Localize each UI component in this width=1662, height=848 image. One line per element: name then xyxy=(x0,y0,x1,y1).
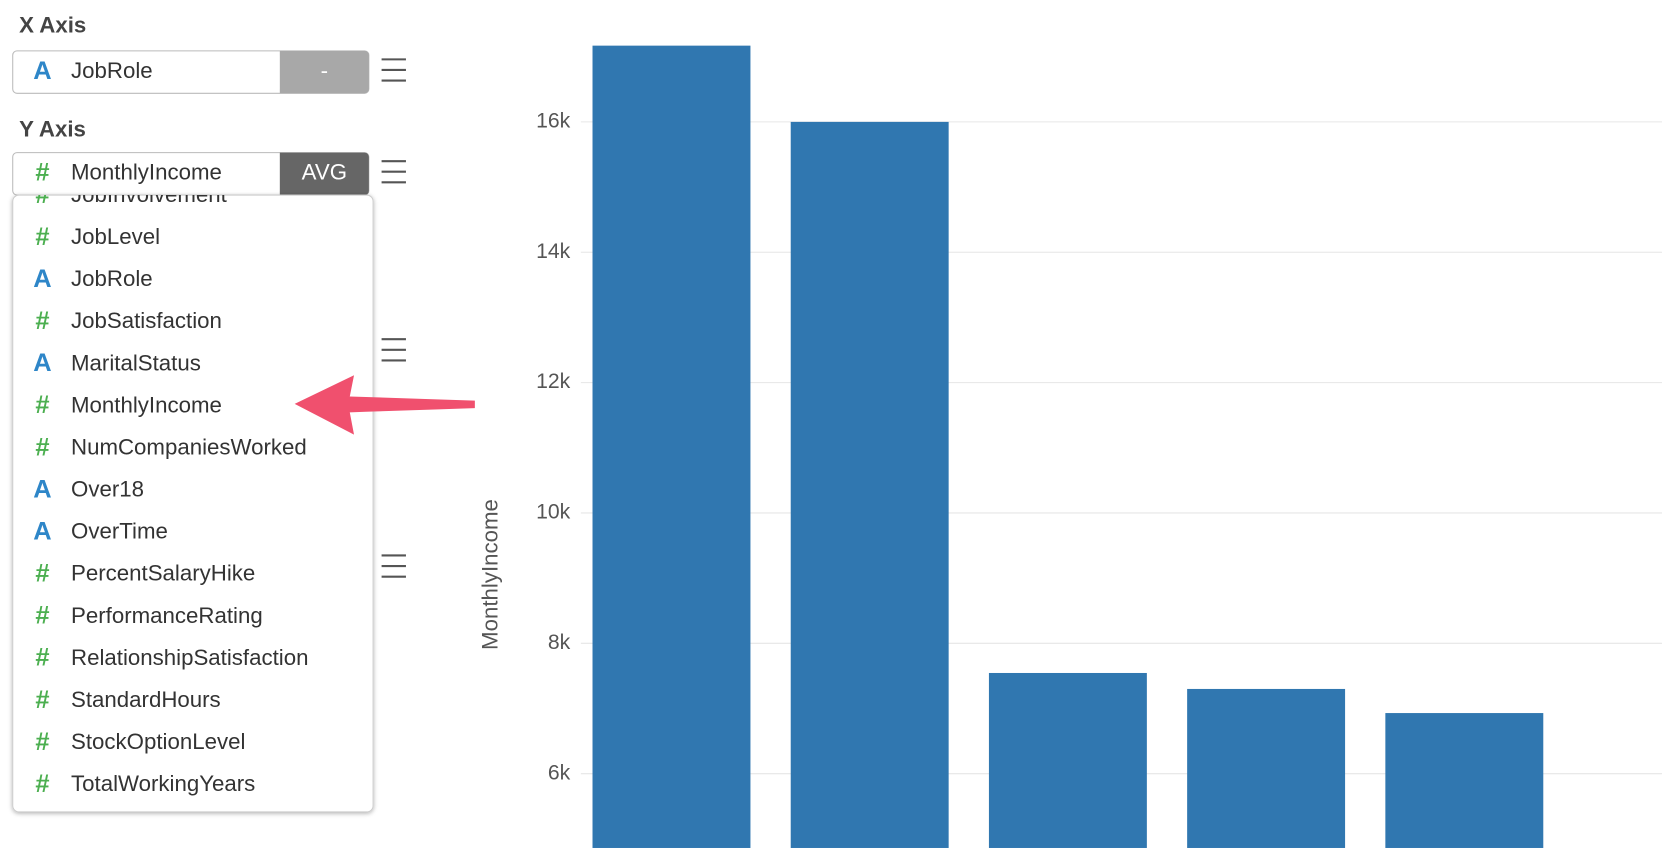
item-label: MonthlyIncome xyxy=(71,392,222,417)
item-label: RelationshipSatisfaction xyxy=(71,645,308,670)
dropdown xyxy=(12,194,374,813)
field-icon: A xyxy=(33,265,51,293)
item-label: OverTime xyxy=(71,519,168,544)
y-axis-label: Y Axis xyxy=(19,116,86,141)
y-axis-title: MonthlyIncome xyxy=(478,499,503,650)
item-label: JobRole xyxy=(71,266,153,291)
y-agg-text: AVG xyxy=(302,160,347,185)
dropdown-item[interactable]: # MonthlyIncome xyxy=(35,391,222,419)
field-icon: # xyxy=(35,223,49,251)
item-label: TotalWorkingYears xyxy=(71,771,255,796)
item-label: PercentSalaryHike xyxy=(71,561,255,586)
item-label: NumCompaniesWorked xyxy=(71,434,307,459)
x-axis-label: X Axis xyxy=(19,12,86,37)
dropdown-item[interactable]: # JobInvolvement xyxy=(35,181,227,209)
dropdown-item[interactable]: A JobRole xyxy=(33,265,152,293)
dropdown-item[interactable]: # PercentSalaryHike xyxy=(35,560,255,588)
field-icon: # xyxy=(35,181,49,209)
menu-icon[interactable] xyxy=(381,58,406,82)
y-agg-button[interactable] xyxy=(279,152,369,196)
dropdown-item[interactable]: # JobLevel xyxy=(35,223,160,251)
bar xyxy=(592,45,751,848)
y-tick-label: 10k xyxy=(536,501,571,524)
item-label: JobSatisfaction xyxy=(71,308,222,333)
bar xyxy=(988,672,1147,848)
field-icon: # xyxy=(35,686,49,714)
dropdown-item[interactable]: A OverTime xyxy=(33,517,168,545)
dropdown-item[interactable]: # TotalWorkingYears xyxy=(35,770,255,798)
field-icon: # xyxy=(35,391,49,419)
dropdown-item[interactable]: # PerformanceRating xyxy=(35,602,262,630)
menu-icon[interactable] xyxy=(381,160,406,184)
field-icon: # xyxy=(35,728,49,756)
menu-icon[interactable] xyxy=(381,338,406,362)
x-agg-button[interactable] xyxy=(279,50,369,94)
dropdown-item[interactable]: # NumCompaniesWorked xyxy=(35,433,306,461)
field-icon: A xyxy=(33,349,51,377)
field-icon: # xyxy=(35,560,49,588)
field-icon: # xyxy=(35,602,49,630)
y-tick-label: 8k xyxy=(548,631,571,654)
item-label: JobLevel xyxy=(71,224,160,249)
item-label: MaritalStatus xyxy=(71,350,201,375)
dropdown-item[interactable]: # JobSatisfaction xyxy=(35,307,222,335)
item-label: PerformanceRating xyxy=(71,603,263,628)
menu-icon[interactable] xyxy=(381,554,406,578)
item-label: JobInvolvement xyxy=(71,182,228,207)
dropdown-item[interactable]: A MaritalStatus xyxy=(33,349,201,377)
field-icon: A xyxy=(33,57,51,85)
dropdown-item[interactable]: A Over18 xyxy=(33,475,144,503)
field-icon: A xyxy=(33,517,51,545)
field-icon: # xyxy=(35,307,49,335)
panel: X Axis A JobRole - Y Axis # MonthlyIncom… xyxy=(12,12,406,813)
dropdown-item[interactable]: # RelationshipSatisfaction xyxy=(35,644,308,672)
item-label: Over18 xyxy=(71,477,144,502)
field-icon: # xyxy=(35,433,49,461)
bar xyxy=(1385,713,1544,848)
field-icon: A xyxy=(33,475,51,503)
y-field: MonthlyIncome xyxy=(71,160,222,185)
bar xyxy=(1187,688,1346,848)
chart: 6k 8k 10k 12k 14k 16k MonthlyIncome xyxy=(478,45,1662,848)
field-icon: # xyxy=(35,644,49,672)
field-icon: # xyxy=(35,770,49,798)
y-tick-label: 16k xyxy=(536,109,571,132)
dropdown-item[interactable]: # StandardHours xyxy=(35,686,220,714)
x-agg-text: - xyxy=(321,58,328,83)
dropdown-list: # JobInvolvement # JobLevel A JobRole # JobSati… xyxy=(33,181,308,798)
y-tick-label: 6k xyxy=(548,761,571,784)
dropdown-item[interactable]: # StockOptionLevel xyxy=(35,728,245,756)
y-tick-label: 14k xyxy=(536,240,571,263)
item-label: StandardHours xyxy=(71,687,221,712)
bar xyxy=(790,121,949,848)
item-label: StockOptionLevel xyxy=(71,729,245,754)
y-tick-label: 12k xyxy=(536,370,571,393)
field-icon: # xyxy=(35,159,49,187)
x-field: JobRole xyxy=(71,58,153,83)
arrow xyxy=(294,375,475,435)
